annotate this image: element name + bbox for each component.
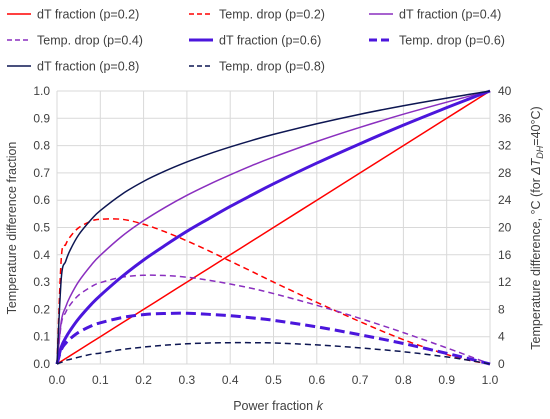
y2-tick-label: 36	[498, 111, 512, 125]
series-line-5	[55, 89, 491, 365]
x-tick-label: 0.8	[395, 373, 412, 387]
y2-axis-title-end: =40°C)	[529, 106, 543, 145]
series-line-4	[56, 274, 491, 365]
series-line-1	[56, 90, 491, 365]
y-tick-label: 0.8	[33, 139, 50, 153]
y2-tick-label: 20	[498, 221, 512, 235]
y2-tick-label: 28	[498, 166, 512, 180]
x-tick-label: 0.0	[49, 373, 66, 387]
x-tick-label: 0.9	[438, 373, 455, 387]
series-line-8	[56, 341, 491, 365]
y2-tick-label: 12	[498, 275, 512, 289]
x-tick-label: 0.2	[135, 373, 152, 387]
y2-axis-title: Temperature difference, °C (for ΔTDH=40°…	[529, 106, 545, 349]
y-tick-label: 0.9	[33, 111, 50, 125]
series-line-3	[56, 90, 491, 365]
legend-label-2: Temp. drop (p=0.2)	[219, 8, 325, 22]
legend-label-3: dT fraction (p=0.4)	[399, 8, 501, 22]
series-line-7	[56, 90, 491, 365]
series-line-6	[55, 311, 491, 366]
y-tick-label: 0.5	[33, 221, 50, 235]
y-tick-label: 0.1	[33, 330, 50, 344]
y-axis-title: Temperature difference fraction	[5, 142, 19, 315]
y-tick-label: 1.0	[33, 84, 50, 98]
x-tick-label: 0.7	[352, 373, 369, 387]
y2-tick-label: 24	[498, 193, 512, 207]
x-tick-label: 0.4	[222, 373, 239, 387]
y2-tick-label: 16	[498, 248, 512, 262]
y2-axis-title-delta: ΔT	[529, 157, 543, 175]
legend: dT fraction (p=0.2) Temp. drop (p=0.2) dT …	[7, 8, 505, 74]
legend-label-5: dT fraction (p=0.6)	[219, 34, 321, 48]
y-tick-label: 0.3	[33, 275, 50, 289]
y2-axis-title-text: Temperature difference, °C (for	[529, 175, 543, 350]
y-tick-label: 0.6	[33, 193, 50, 207]
y2-tick-label: 4	[498, 330, 505, 344]
legend-label-8: Temp. drop (p=0.8)	[219, 60, 325, 74]
series-line-2	[56, 218, 491, 365]
x-tick-label: 0.5	[265, 373, 282, 387]
y2-tick-label: 8	[498, 302, 505, 316]
y-tick-label: 0.7	[33, 166, 50, 180]
x-tick-label: 0.6	[308, 373, 325, 387]
y2-tick-label: 40	[498, 84, 512, 98]
x-axis-title-var: k	[317, 399, 324, 413]
y-tick-label: 0.2	[33, 302, 50, 316]
x-tick-label: 1.0	[482, 373, 499, 387]
y2-tick-label: 0	[498, 357, 505, 371]
x-axis-title-text: Power fraction	[233, 399, 316, 413]
x-tick-label: 0.1	[92, 373, 109, 387]
legend-label-6: Temp. drop (p=0.6)	[399, 34, 505, 48]
y-tick-label: 0.0	[33, 357, 50, 371]
y2-axis-title-subscript: DH	[535, 145, 545, 158]
plot-series	[55, 89, 491, 366]
legend-label-4: Temp. drop (p=0.4)	[37, 34, 143, 48]
x-tick-label: 0.3	[179, 373, 196, 387]
y2-tick-label: 32	[498, 139, 512, 153]
x-axis-title: Power fraction k	[233, 399, 323, 413]
legend-label-7: dT fraction (p=0.8)	[37, 60, 139, 74]
axis-ticks: 0.0 0.1 0.2 0.3 0.4 0.5 0.6 0.7 0.8 0.9 1.0 0 4 8 12 16…	[33, 84, 511, 387]
y-tick-label: 0.4	[33, 248, 50, 262]
legend-label-1: dT fraction (p=0.2)	[37, 8, 139, 22]
